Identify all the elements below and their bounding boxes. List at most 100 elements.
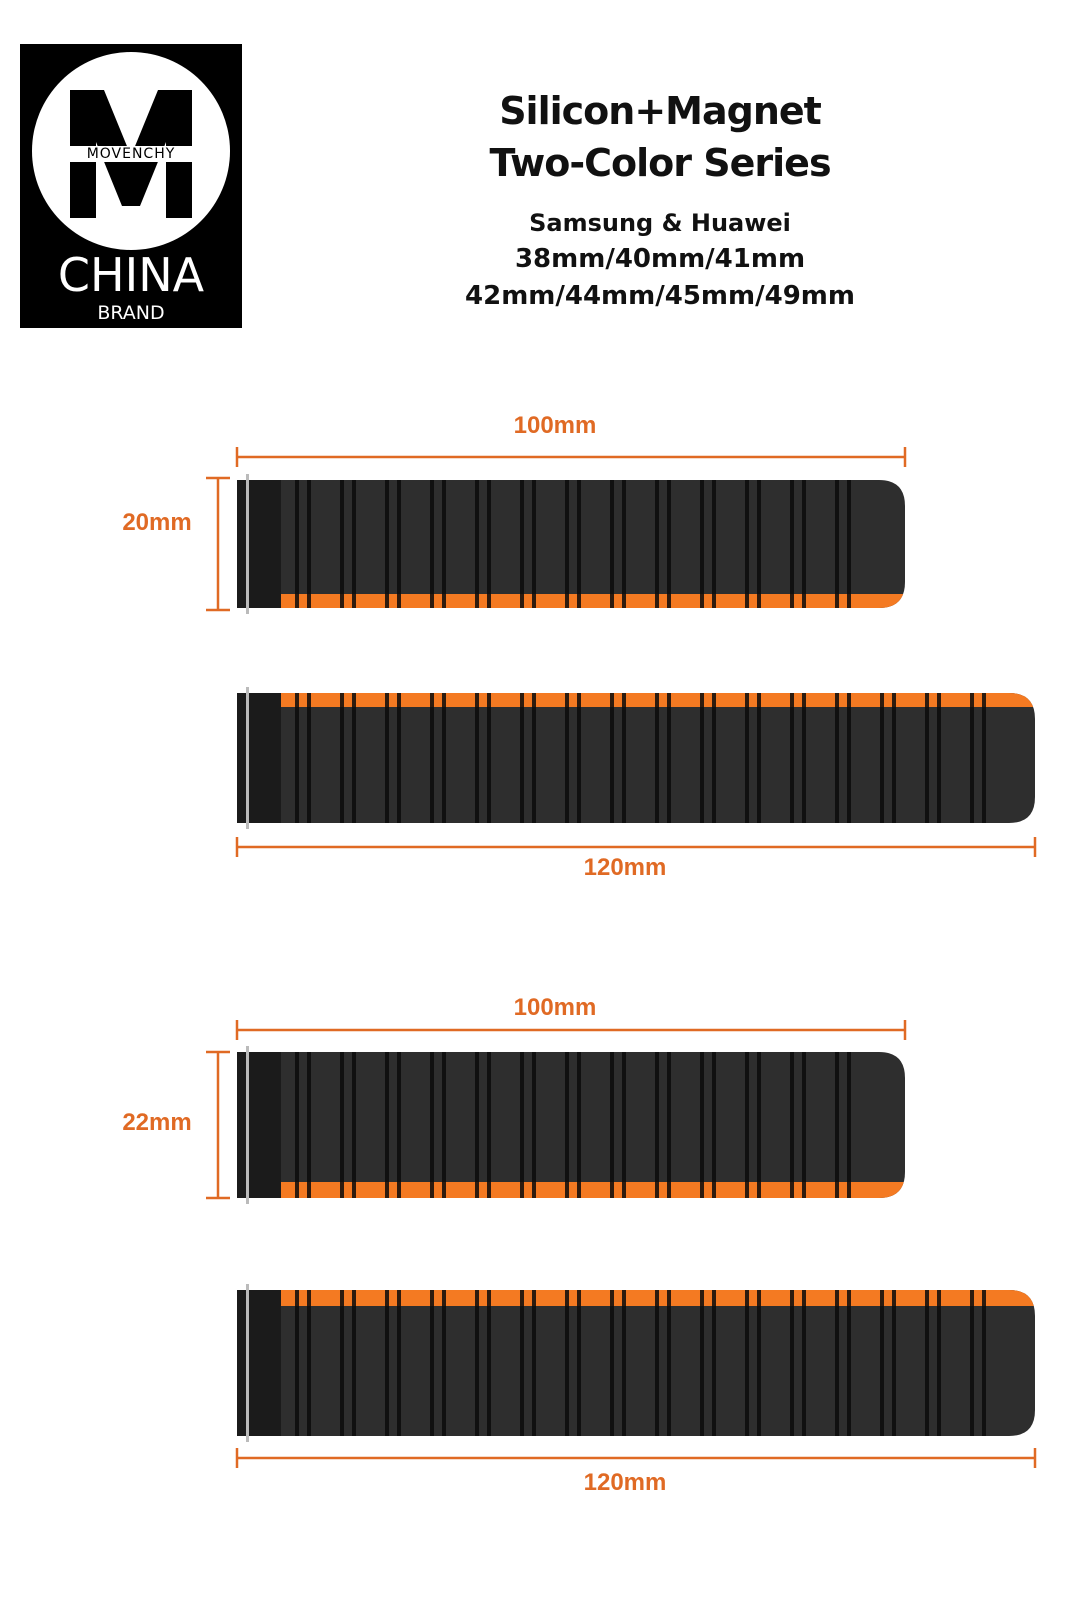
strap-short-22mm-groove [442,1052,446,1198]
strap-long-20mm-groove [892,693,896,823]
strap-short-22mm-groove [397,1052,401,1198]
strap-short-20mm-groove [307,480,311,608]
strap-long-22mm-accent-stripe [237,1290,1035,1306]
strap-short-20mm-groove [487,480,491,608]
strap-long-20mm-groove [880,693,884,823]
strap-long-20mm-groove [925,693,929,823]
strap-short-20mm-groove [757,480,761,608]
strap-long-22mm-groove [295,1290,299,1436]
strap-long-20mm-groove [307,693,311,823]
length-label-long-1: 120mm [584,854,667,881]
length-label-short-1: 100mm [514,412,597,439]
logo-wordmark: MOVENCHY [58,146,204,162]
title-line-1: Silicon+Magnet [499,89,822,133]
strap-short-20mm-connector [237,480,281,608]
strap-long-20mm [237,693,1035,823]
strap-short-22mm-groove [577,1052,581,1198]
strap-long-20mm-groove [790,693,794,823]
strap-long-20mm-groove [295,693,299,823]
strap-long-22mm-groove [925,1290,929,1436]
strap-short-22mm-spring-bar [246,1046,249,1204]
strap-long-20mm-spring-bar [246,687,249,829]
strap-short-20mm-groove [712,480,716,608]
strap-long-22mm-groove [880,1290,884,1436]
strap-short-22mm-groove [757,1052,761,1198]
strap-long-20mm-groove [802,693,806,823]
sizes-line-1: 38mm/40mm/41mm [514,244,806,274]
strap-long-20mm-groove [520,693,524,823]
strap-long-20mm-groove [475,693,479,823]
strap-long-22mm-groove [385,1290,389,1436]
width-label-1: 20mm [122,509,191,536]
strap-long-20mm-groove [937,693,941,823]
strap-long-22mm-groove [610,1290,614,1436]
strap-short-20mm-groove [385,480,389,608]
strap-long-22mm-groove [622,1290,626,1436]
strap-long-20mm-groove [847,693,851,823]
strap-short-20mm-groove [352,480,356,608]
strap-short-22mm-groove [835,1052,839,1198]
strap-long-22mm-groove [532,1290,536,1436]
strap-long-20mm-connector [237,693,281,823]
strap-long-22mm-groove [475,1290,479,1436]
compatibility: Samsung & Huawei [529,209,791,237]
brand-logo: MOVENCHY CHINA BRAND [20,44,242,328]
strap-long-22mm-groove [700,1290,704,1436]
strap-short-22mm-groove [790,1052,794,1198]
strap-short-22mm-groove [340,1052,344,1198]
strap-long-22mm-groove [892,1290,896,1436]
strap-long-22mm-groove [340,1290,344,1436]
width-label-2: 22mm [122,1109,191,1136]
strap-long-22mm-groove [835,1290,839,1436]
strap-long-22mm-groove [802,1290,806,1436]
strap-short-22mm-groove [847,1052,851,1198]
strap-long-20mm-groove [532,693,536,823]
strap-long-22mm-groove [757,1290,761,1436]
strap-short-22mm-groove [700,1052,704,1198]
strap-short-22mm-groove [520,1052,524,1198]
strap-long-22mm-groove [397,1290,401,1436]
strap-short-22mm-groove [385,1052,389,1198]
strap-short-20mm-groove [802,480,806,608]
strap-short-20mm-groove [790,480,794,608]
strap-long-22mm [237,1290,1035,1436]
strap-short-22mm-groove [667,1052,671,1198]
strap-short-20mm-groove [340,480,344,608]
title-line-2: Two-Color Series [489,141,831,185]
strap-short-20mm-groove [667,480,671,608]
strap-short-22mm-groove [655,1052,659,1198]
strap-long-20mm-groove [430,693,434,823]
strap-short-22mm-groove [610,1052,614,1198]
strap-short-22mm-groove [802,1052,806,1198]
strap-long-20mm-groove [397,693,401,823]
strap-long-20mm-groove [655,693,659,823]
strap-long-22mm-groove [970,1290,974,1436]
strap-short-20mm-groove [295,480,299,608]
strap-long-22mm-groove [655,1290,659,1436]
strap-short-22mm [237,1052,905,1198]
strap-long-22mm-groove [487,1290,491,1436]
strap-short-20mm-groove [700,480,704,608]
strap-short-20mm [237,480,905,608]
strap-long-20mm-groove [385,693,389,823]
strap-short-22mm-groove [475,1052,479,1198]
strap-long-22mm-groove [307,1290,311,1436]
strap-long-20mm-groove [610,693,614,823]
logo-china: CHINA [57,248,205,302]
strap-long-22mm-groove [442,1290,446,1436]
strap-short-20mm-groove [610,480,614,608]
strap-short-22mm-groove [307,1052,311,1198]
strap-short-20mm-groove [475,480,479,608]
strap-short-20mm-groove [565,480,569,608]
length-label-long-2: 120mm [584,1469,667,1496]
strap-short-22mm-groove [487,1052,491,1198]
strap-short-20mm-groove [655,480,659,608]
strap-short-20mm-groove [520,480,524,608]
strap-long-20mm-groove [970,693,974,823]
strap-long-22mm-groove [937,1290,941,1436]
strap-long-20mm-groove [757,693,761,823]
strap-short-22mm-connector [237,1052,281,1198]
logo-letter-m [70,90,192,218]
logo-brand: BRAND [97,302,165,324]
strap-long-20mm-accent-stripe [237,693,1035,707]
